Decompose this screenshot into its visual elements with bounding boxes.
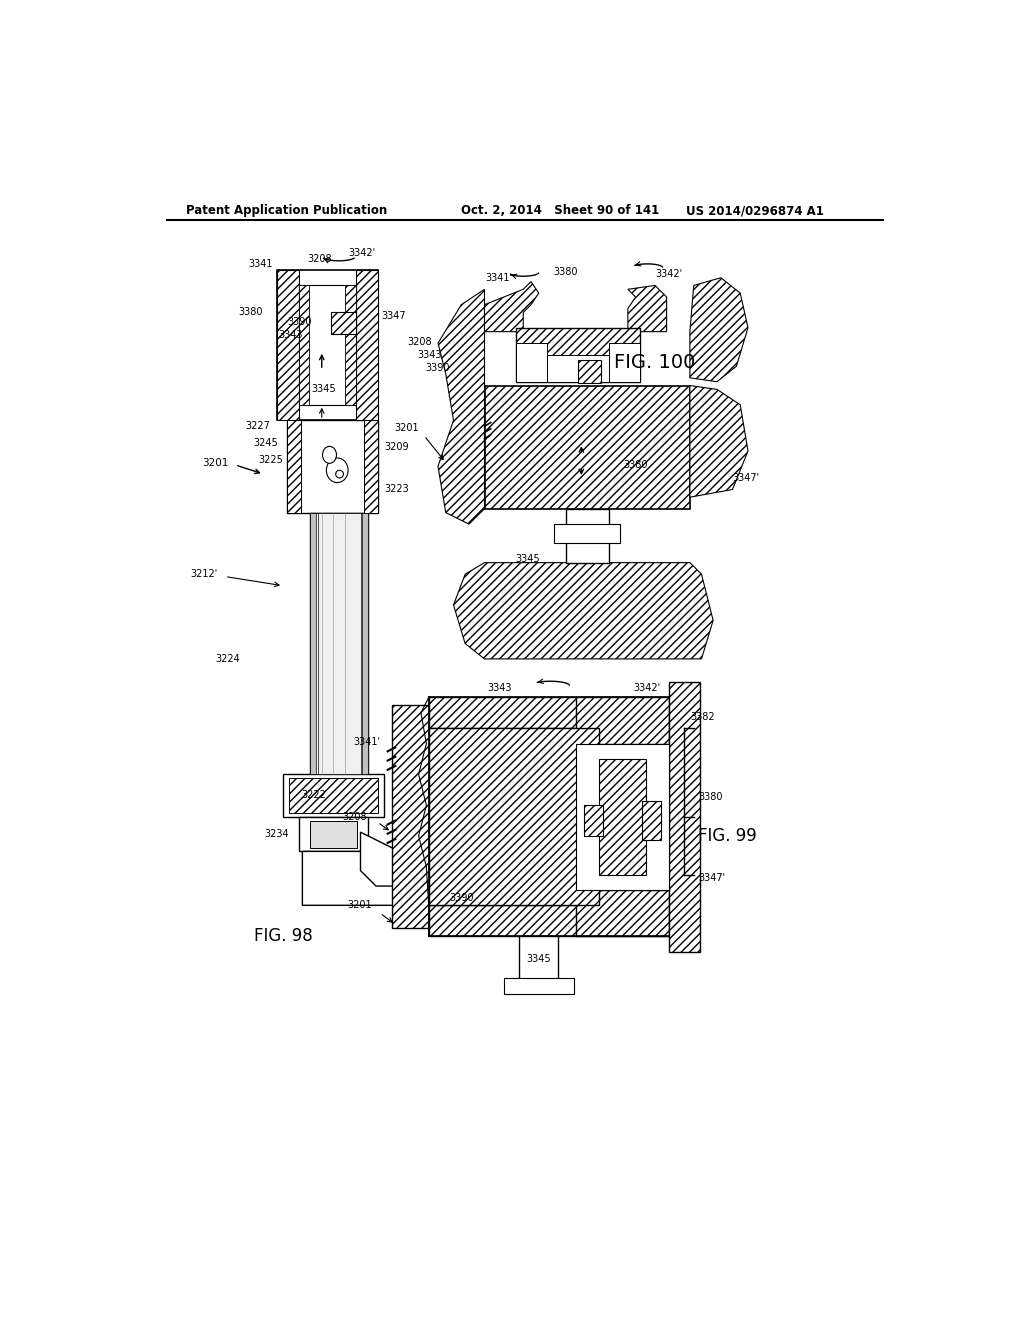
- Bar: [584, 805, 603, 836]
- Polygon shape: [454, 562, 713, 659]
- Text: 3225: 3225: [258, 455, 283, 465]
- Text: 3347: 3347: [381, 312, 407, 321]
- Text: Patent Application Publication: Patent Application Publication: [186, 205, 387, 218]
- Bar: [575, 697, 669, 743]
- Bar: [429, 906, 669, 936]
- Text: 3390: 3390: [449, 892, 473, 903]
- Bar: [429, 729, 599, 906]
- Polygon shape: [628, 285, 667, 331]
- Text: 3390: 3390: [288, 317, 312, 327]
- Text: 3227: 3227: [245, 421, 270, 432]
- Text: 3342': 3342': [348, 248, 376, 259]
- Text: 3341': 3341': [485, 273, 512, 282]
- Text: 3382: 3382: [690, 711, 715, 722]
- Polygon shape: [690, 277, 748, 381]
- Bar: [504, 978, 573, 994]
- Text: 3380: 3380: [698, 792, 723, 803]
- Polygon shape: [669, 682, 700, 952]
- Bar: [566, 508, 608, 562]
- Bar: [356, 271, 378, 420]
- Bar: [554, 524, 621, 544]
- Bar: [299, 817, 369, 851]
- Text: 3201: 3201: [347, 900, 372, 911]
- Text: 3341: 3341: [249, 259, 273, 269]
- Text: US 2014/0296874 A1: US 2014/0296874 A1: [686, 205, 824, 218]
- Polygon shape: [690, 385, 748, 498]
- Bar: [310, 512, 369, 775]
- Bar: [314, 512, 365, 775]
- Bar: [515, 327, 640, 381]
- Bar: [484, 385, 690, 508]
- Text: 3345: 3345: [515, 554, 540, 564]
- Bar: [362, 512, 369, 775]
- Bar: [391, 705, 429, 928]
- Text: 3341': 3341': [353, 737, 380, 747]
- Bar: [547, 355, 608, 381]
- Text: 3347': 3347': [698, 874, 726, 883]
- Text: 3380: 3380: [624, 459, 648, 470]
- Text: 3347': 3347': [732, 473, 760, 483]
- Ellipse shape: [327, 458, 348, 483]
- Text: Oct. 2, 2014   Sheet 90 of 141: Oct. 2, 2014 Sheet 90 of 141: [461, 205, 659, 218]
- Text: FIG. 99: FIG. 99: [697, 828, 757, 845]
- Bar: [642, 801, 662, 840]
- Polygon shape: [302, 851, 403, 906]
- Bar: [287, 420, 378, 512]
- Polygon shape: [360, 832, 411, 886]
- Bar: [365, 420, 378, 512]
- Text: 3201: 3201: [203, 458, 228, 467]
- Bar: [608, 343, 640, 381]
- Bar: [283, 775, 384, 817]
- Text: 3342': 3342': [655, 269, 683, 279]
- Text: 3245: 3245: [253, 438, 278, 449]
- Text: 3342': 3342': [634, 684, 660, 693]
- Text: 3223: 3223: [385, 484, 410, 495]
- Text: FIG. 100: FIG. 100: [614, 352, 695, 372]
- Text: 3208: 3208: [408, 337, 432, 347]
- Text: 3390: 3390: [425, 363, 450, 372]
- Bar: [519, 936, 558, 982]
- Bar: [317, 512, 360, 775]
- Bar: [429, 697, 669, 729]
- Bar: [575, 890, 669, 936]
- Bar: [575, 743, 669, 890]
- Text: 3343: 3343: [487, 684, 512, 693]
- Bar: [515, 343, 547, 381]
- Bar: [599, 759, 646, 874]
- Text: 3380: 3380: [239, 308, 263, 317]
- Text: 3345: 3345: [311, 384, 336, 395]
- Text: 3209: 3209: [385, 442, 410, 453]
- Polygon shape: [438, 289, 484, 524]
- Bar: [276, 271, 378, 420]
- Bar: [287, 420, 301, 512]
- Text: 3345: 3345: [526, 954, 551, 964]
- Text: 3343: 3343: [279, 330, 303, 341]
- Text: 3201: 3201: [394, 422, 419, 433]
- Text: 3234: 3234: [264, 829, 289, 838]
- Text: 3208: 3208: [307, 253, 332, 264]
- Bar: [310, 512, 316, 775]
- Text: 3380: 3380: [554, 268, 579, 277]
- Bar: [276, 271, 299, 420]
- Polygon shape: [484, 281, 539, 331]
- Text: 3224: 3224: [216, 653, 241, 664]
- Bar: [578, 360, 601, 383]
- Text: FIG. 98: FIG. 98: [254, 927, 312, 945]
- Text: 3208: 3208: [342, 812, 367, 822]
- Bar: [299, 285, 356, 405]
- Text: 3343: 3343: [418, 350, 442, 360]
- Text: 3222: 3222: [301, 791, 327, 800]
- Bar: [331, 313, 356, 334]
- Bar: [310, 821, 356, 847]
- Text: 3212': 3212': [189, 569, 217, 579]
- Circle shape: [336, 470, 343, 478]
- Bar: [345, 285, 356, 405]
- Bar: [299, 285, 309, 405]
- Bar: [289, 779, 378, 813]
- Ellipse shape: [323, 446, 337, 463]
